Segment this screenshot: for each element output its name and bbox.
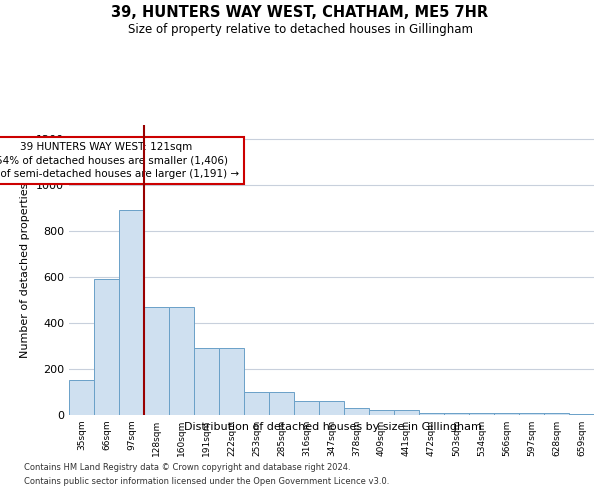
Bar [544, 412, 569, 415]
Y-axis label: Number of detached properties: Number of detached properties [20, 182, 31, 358]
Bar [219, 348, 244, 415]
Text: Distribution of detached houses by size in Gillingham: Distribution of detached houses by size … [184, 422, 482, 432]
Text: Size of property relative to detached houses in Gillingham: Size of property relative to detached ho… [128, 22, 473, 36]
Bar [569, 414, 594, 415]
Bar [169, 307, 194, 415]
Bar [269, 392, 294, 415]
Bar [394, 410, 419, 415]
Bar [344, 408, 369, 415]
Bar [69, 380, 94, 415]
Bar [294, 401, 319, 415]
Bar [119, 210, 144, 415]
Bar [144, 307, 169, 415]
Text: Contains public sector information licensed under the Open Government Licence v3: Contains public sector information licen… [24, 478, 389, 486]
Bar [419, 412, 444, 415]
Bar [94, 279, 119, 415]
Bar [469, 412, 494, 415]
Text: 39 HUNTERS WAY WEST: 121sqm
← 54% of detached houses are smaller (1,406)
46% of : 39 HUNTERS WAY WEST: 121sqm ← 54% of det… [0, 142, 239, 178]
Text: Contains HM Land Registry data © Crown copyright and database right 2024.: Contains HM Land Registry data © Crown c… [24, 462, 350, 471]
Bar [494, 412, 519, 415]
Bar [319, 401, 344, 415]
Text: 39, HUNTERS WAY WEST, CHATHAM, ME5 7HR: 39, HUNTERS WAY WEST, CHATHAM, ME5 7HR [112, 5, 488, 20]
Bar [519, 412, 544, 415]
Bar [244, 392, 269, 415]
Bar [444, 412, 469, 415]
Bar [369, 410, 394, 415]
Bar [194, 348, 219, 415]
